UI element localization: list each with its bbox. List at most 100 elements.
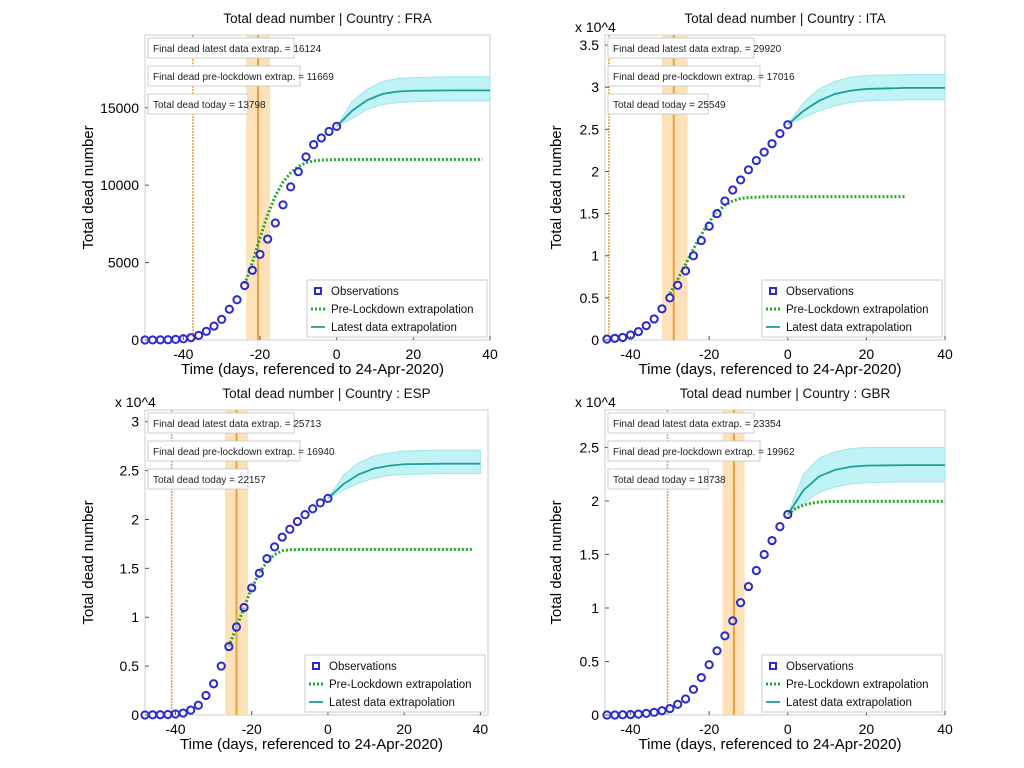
info-box: Final dead latest data extrap. = 29920 [607,37,782,59]
info-box-text: Total dead today = 18738 [613,475,726,486]
subplot-title: Total dead number | Country : FRA [223,11,431,26]
observation-point [704,221,714,231]
y-tick-label: 3 [131,414,139,430]
observation-point [688,684,699,694]
info-box-text: Total dead today = 22157 [153,475,266,486]
y-tick-label: 1.5 [120,560,140,576]
legend: Observations Pre-Lockdown extrapolation La… [304,654,486,713]
latest-extrapolation-line [336,89,490,128]
observation-point [163,709,173,720]
x-tick-label: 40 [937,346,953,362]
observation-point [323,493,333,503]
latest-extrapolation-line [787,464,945,515]
observation-point [657,304,667,314]
y-tick-label: 2 [131,511,139,527]
info-box-frame [607,468,709,490]
x-tick-label: 20 [396,721,412,737]
x-tick-label: -20 [699,346,719,362]
subplot-title: Total dead number | Country : ESP [222,386,430,401]
observation-point [673,280,683,290]
observation-point [163,335,173,345]
legend-entry: Pre-Lockdown extrapolation [786,679,929,691]
x-tick-label: 40 [482,346,498,362]
y-tick-label: 3 [591,79,599,95]
observation-point [316,133,326,143]
observation-point [155,710,165,720]
observation-point [148,335,158,345]
y-tick-label: 1.5 [580,546,600,562]
observation-point [751,565,761,576]
legend-frame [761,654,943,713]
observation-point [171,334,181,344]
info-box-frame [147,93,249,115]
subplot-esp: -40 -20 0 20 40 0 0.5 1 1.5 2 2.5 3 x 10^4 Total dead… [80,386,489,753]
y-tick-label: 2 [591,163,599,179]
y-tick-label: 0 [131,707,139,723]
observation-point [657,706,667,716]
info-box: Total dead today = 25549 [607,93,726,115]
observation-point [224,304,234,314]
observation-point [767,139,777,149]
observation-point [665,293,675,303]
info-box: Total dead today = 18738 [607,468,726,490]
x-tick-label: 20 [859,346,875,362]
legend-frame [761,279,943,338]
info-box-frame [147,440,301,462]
observation-point [285,524,295,534]
observation-point [759,147,769,157]
x-tick-label: 0 [324,721,332,737]
observation-point [186,705,196,715]
y-multiplier-label: x 10^4 [575,394,616,410]
observation-point [767,535,777,546]
y-multiplier-label: x 10^4 [575,19,616,35]
y-tick-label: 1 [591,600,599,616]
observation-point [680,266,691,276]
y-tick-label: 1.5 [580,206,600,222]
x-tick-label: -20 [242,721,262,737]
observation-point [610,333,620,343]
observation-point [641,708,651,718]
observation-point [201,690,211,701]
y-tick-label: 1 [131,609,139,625]
info-box: Final dead pre-lockdown extrap. = 17016 [607,65,795,87]
legend-entry: Pre-Lockdown extrapolation [786,304,929,316]
pre-lockdown-extrapolation-line [786,499,945,516]
observation-point [618,710,628,720]
info-box-text: Total dead today = 25549 [613,100,726,111]
info-box-frame [607,440,761,462]
x-axis-label: Time (days, referenced to 24-Apr-2020) [639,361,902,378]
x-tick-label: 20 [859,721,875,737]
observation-point [736,175,746,185]
observation-point [324,126,334,137]
observation-point [720,631,730,641]
x-tick-label: 20 [406,346,422,362]
legend-observations-marker [312,662,320,670]
observation-point [286,182,296,192]
info-box-frame [607,37,755,59]
observation-point [201,326,211,336]
info-box-frame [147,412,295,434]
info-box-text: Final dead latest data extrap. = 29920 [613,44,782,55]
info-box-frame [607,412,755,434]
observation-point [641,321,651,331]
observation-point [269,542,280,552]
x-tick-label: -40 [620,721,640,737]
info-box-text: Final dead pre-lockdown extrap. = 19962 [613,447,795,458]
observation-point [232,295,242,305]
observation-point [775,522,785,532]
x-tick-label: -20 [250,346,270,362]
legend-observations-marker [769,662,777,670]
info-box-frame [607,93,709,115]
subplot-title: Total dead number | Country : ITA [684,11,885,26]
info-box: Final dead latest data extrap. = 16124 [147,37,322,59]
x-tick-label: 0 [784,721,792,737]
observation-point [178,708,188,718]
x-axis-label: Time (days, referenced to 24-Apr-2020) [639,736,902,753]
x-tick-label: -40 [165,721,185,737]
info-box: Final dead latest data extrap. = 25713 [147,412,322,434]
latest-confidence-band [327,449,481,499]
observation-point [704,660,714,670]
info-box: Final dead latest data extrap. = 23354 [607,412,782,434]
observation-point [231,622,242,632]
